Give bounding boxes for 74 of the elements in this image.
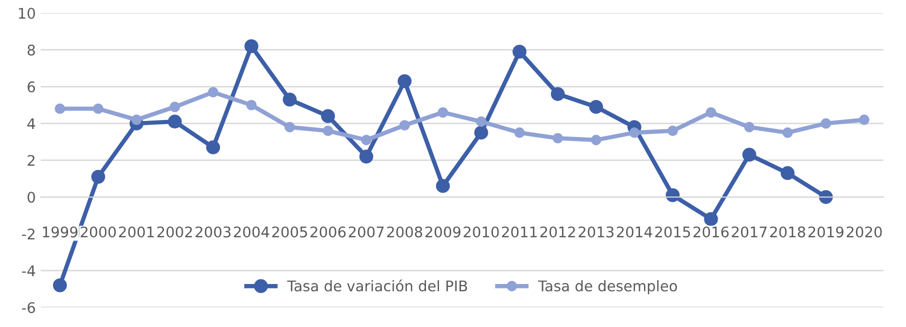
- y-tick-label: 0: [28, 192, 35, 203]
- point: [93, 104, 104, 114]
- point: [474, 126, 488, 140]
- point: [170, 102, 180, 112]
- point: [398, 74, 412, 88]
- x-tick-label: 2007: [348, 226, 384, 238]
- x-tick-label: 2002: [157, 226, 192, 238]
- point: [244, 39, 258, 54]
- x-tick-label: 2011: [502, 226, 537, 238]
- point: [512, 44, 526, 59]
- point: [706, 107, 716, 118]
- y-tick-label: 10: [18, 8, 35, 19]
- point: [436, 179, 450, 193]
- x-tick-label: 2008: [387, 226, 422, 238]
- point: [514, 127, 525, 138]
- legend-label: Tasa de desempleo: [538, 280, 677, 294]
- y-tick-label: -4: [22, 266, 36, 276]
- x-tick-label: 2005: [272, 226, 307, 238]
- point: [91, 170, 106, 184]
- point: [359, 150, 374, 164]
- point: [744, 122, 755, 132]
- x-tick-label: 2018: [770, 226, 806, 238]
- point: [131, 114, 142, 125]
- point: [782, 127, 793, 138]
- point: [820, 118, 832, 129]
- point: [246, 100, 257, 110]
- point: [399, 120, 410, 130]
- y-tick-label: -6: [22, 302, 35, 314]
- point: [321, 109, 335, 124]
- point: [361, 134, 372, 146]
- point: [550, 87, 565, 101]
- x-tick-label: 2004: [234, 226, 270, 238]
- point: [552, 132, 564, 144]
- x-tick-label: 2016: [694, 226, 729, 238]
- legend-label: Tasa de variación del PIB: [287, 280, 468, 292]
- x-tick-label: 2000: [80, 226, 116, 238]
- x-tick-label: 2012: [540, 226, 575, 238]
- x-tick-label: 2010: [464, 226, 499, 238]
- point: [667, 126, 678, 136]
- x-tick-label: 2020: [846, 226, 882, 238]
- x-tick-label: 2003: [196, 226, 231, 238]
- point: [590, 134, 602, 146]
- point: [54, 104, 66, 114]
- x-tick-label: 2014: [616, 226, 652, 238]
- point: [858, 114, 870, 125]
- point: [284, 122, 295, 132]
- x-tick-label: 2009: [425, 226, 460, 238]
- point: [322, 126, 334, 136]
- point: [704, 212, 718, 226]
- point: [208, 86, 218, 98]
- y-tick-label: 8: [28, 44, 35, 56]
- x-tick-label: 1999: [42, 226, 78, 238]
- point: [52, 278, 67, 292]
- point: [589, 100, 604, 114]
- point: [282, 92, 297, 106]
- x-tick-label: 2001: [119, 226, 154, 238]
- x-tick-label: 2006: [310, 226, 346, 238]
- point: [818, 190, 833, 204]
- x-tick-label: 2017: [732, 226, 767, 238]
- point: [476, 116, 486, 127]
- y-tick-label: 4: [27, 118, 36, 129]
- point: [780, 166, 795, 180]
- point: [206, 140, 220, 154]
- point: [742, 148, 756, 162]
- point: [666, 188, 680, 202]
- x-tick-label: 2013: [578, 226, 614, 238]
- x-tick-label: 2019: [808, 226, 844, 238]
- y-tick-label: 2: [28, 154, 34, 166]
- point: [438, 107, 448, 118]
- point: [168, 114, 182, 129]
- y-tick-label: -2: [22, 228, 34, 240]
- point: [629, 127, 640, 138]
- y-tick-label: 6: [28, 81, 35, 92]
- x-tick-label: 2015: [655, 226, 690, 238]
